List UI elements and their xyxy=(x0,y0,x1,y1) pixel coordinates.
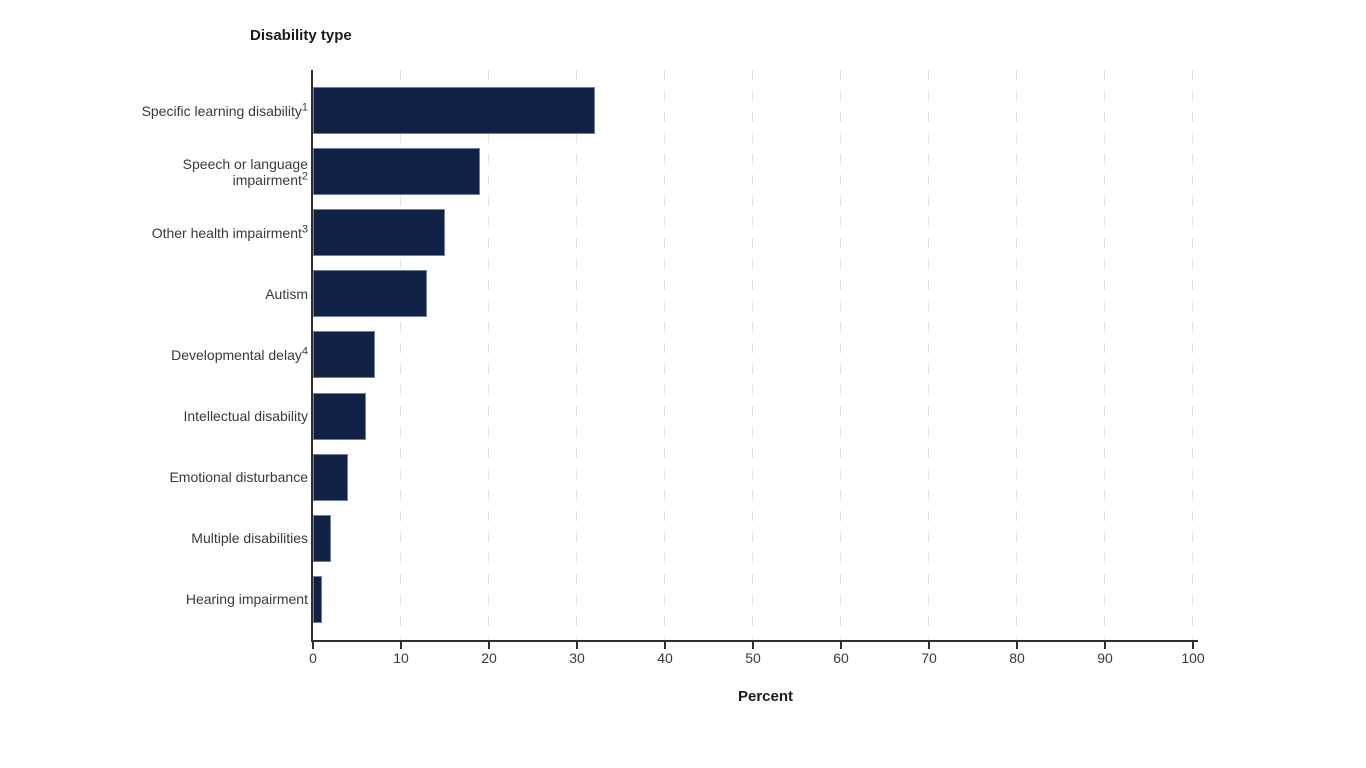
footnote-marker: 4 xyxy=(301,345,308,358)
x-tick-label: 30 xyxy=(569,650,585,666)
x-tick-label: 80 xyxy=(1009,650,1025,666)
y-axis-label: Developmental delay4 xyxy=(171,345,308,363)
y-axis-label: Other health impairment3 xyxy=(151,223,308,241)
chart-title: Disability type xyxy=(250,27,352,44)
bar xyxy=(313,209,445,257)
gridline-40 xyxy=(664,70,665,640)
plot-area: 0 10 20 30 40 50 60 70 80 90 100 xyxy=(309,70,1205,666)
x-axis-title: Percent xyxy=(738,688,794,705)
x-tick-label: 50 xyxy=(745,650,761,666)
x-tick-mark xyxy=(840,642,842,649)
bar xyxy=(313,148,481,196)
y-axis-label: Specific learning disability1 xyxy=(141,100,308,119)
x-tick-label: 100 xyxy=(1181,650,1205,666)
y-axis-label: Intellectual disability xyxy=(183,408,308,424)
bar xyxy=(313,575,322,623)
x-tick-mark xyxy=(928,642,930,649)
y-axis-label: Autism xyxy=(265,285,308,302)
x-tick-label: 20 xyxy=(481,650,497,666)
y-axis-label: Multiple disabilities xyxy=(191,530,308,547)
x-tick-mark xyxy=(1104,642,1106,649)
bar xyxy=(313,392,366,440)
bar xyxy=(313,331,375,379)
bar xyxy=(313,87,595,134)
bar xyxy=(313,514,331,562)
gridline-30 xyxy=(576,70,577,640)
x-tick-label: 40 xyxy=(657,650,673,666)
x-tick-label: 10 xyxy=(393,650,409,666)
x-tick-mark xyxy=(1192,642,1194,649)
gridline-60 xyxy=(840,70,841,640)
x-tick-label: 70 xyxy=(921,650,937,666)
x-tick-mark xyxy=(752,642,754,649)
x-tick-mark xyxy=(400,642,402,649)
x-tick-mark xyxy=(576,642,578,649)
footnote-marker: 3 xyxy=(301,223,308,236)
x-tick-label: 0 xyxy=(309,650,317,666)
bar xyxy=(313,453,349,501)
gridline-80 xyxy=(1016,70,1017,640)
gridline-100 xyxy=(1192,70,1193,640)
gridline-70 xyxy=(928,70,929,640)
x-tick-label: 90 xyxy=(1097,650,1113,666)
gridline-20 xyxy=(488,70,489,640)
x-tick-mark xyxy=(488,642,490,649)
gridline-50 xyxy=(752,70,753,640)
x-tick-mark xyxy=(664,642,666,649)
gridline-10 xyxy=(400,70,401,640)
x-tick-mark xyxy=(312,642,314,649)
footnote-marker: 1 xyxy=(301,100,308,113)
x-tick-mark xyxy=(1016,642,1018,649)
bar xyxy=(313,270,428,318)
y-axis-label: Emotional disturbance xyxy=(169,469,308,486)
gridline-90 xyxy=(1104,70,1105,640)
x-tick-label: 60 xyxy=(833,650,849,666)
footnote-marker: 2 xyxy=(301,169,308,182)
y-axis-label: Hearing impairment xyxy=(185,591,308,608)
y-axis-label: Speech or language impairment2 xyxy=(182,155,308,188)
